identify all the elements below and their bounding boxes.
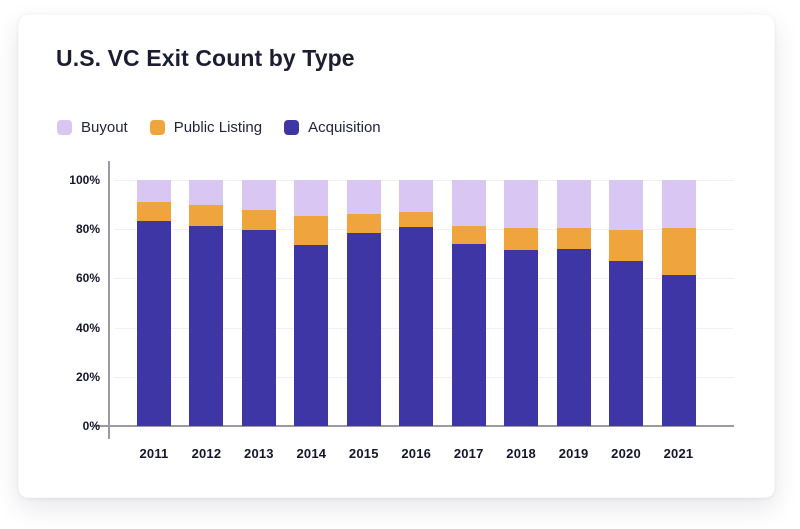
legend-label-public-listing: Public Listing [173, 119, 263, 136]
y-axis-label-20: 20% [75, 369, 100, 384]
bar-segment-acquisition-2013 [241, 230, 276, 426]
bar-segment-buyout-2011 [137, 180, 171, 203]
x-axis-label-2015: 2015 [348, 446, 379, 461]
bar-segment-buyout-2021 [661, 180, 696, 228]
bar-segment-public-listing-2019 [556, 227, 591, 249]
bar-segment-buyout-2015 [346, 180, 381, 215]
bar-segment-buyout-2019 [556, 180, 591, 228]
y-axis-label-100: 100% [69, 173, 100, 187]
bar-2017 [451, 180, 486, 426]
chart-card: U.S. VC Exit Count by Type Buyout Public … [18, 14, 775, 498]
bar-segment-buyout-2014 [294, 180, 329, 216]
y-axis-label-60: 60% [75, 271, 100, 286]
legend-swatch-buyout [57, 120, 72, 135]
bar-segment-buyout-2018 [504, 180, 539, 228]
bar-segment-acquisition-2011 [137, 220, 171, 426]
chart-legend: Buyout Public Listing Acquisition [57, 119, 403, 136]
bar-2018 [504, 180, 539, 426]
x-axis-label-2017: 2017 [453, 446, 484, 461]
bar-2014 [294, 180, 329, 426]
bar-segment-public-listing-2012 [189, 204, 224, 226]
bar-segment-buyout-2013 [241, 180, 276, 210]
bar-segment-acquisition-2017 [451, 243, 486, 426]
bar-segment-public-listing-2017 [451, 225, 486, 244]
bar-2020 [609, 180, 644, 426]
bar-segment-public-listing-2020 [609, 230, 644, 262]
x-axis-label-2019: 2019 [558, 446, 589, 461]
legend-item-acquisition: Acquisition [284, 119, 381, 136]
bar-segment-acquisition-2014 [294, 245, 329, 426]
bar-segment-public-listing-2014 [294, 215, 329, 246]
bar-segment-public-listing-2016 [399, 212, 434, 227]
x-axis-label-2013: 2013 [244, 446, 274, 461]
x-axis-label-2020: 2020 [611, 446, 641, 461]
legend-item-buyout: Buyout [57, 119, 128, 136]
bar-segment-public-listing-2018 [504, 228, 539, 251]
bar-segment-acquisition-2019 [556, 248, 591, 426]
legend-item-public-listing: Public Listing [149, 119, 263, 136]
bar-segment-public-listing-2011 [137, 202, 171, 221]
legend-label-acquisition: Acquisition [308, 119, 381, 136]
bar-segment-acquisition-2012 [189, 225, 224, 426]
bar-segment-buyout-2020 [609, 180, 644, 231]
y-axis-label-80: 80% [75, 222, 100, 237]
bar-2013 [241, 180, 276, 426]
x-axis-line [94, 425, 734, 427]
bar-2011 [137, 180, 171, 426]
y-axis-line [108, 161, 110, 439]
legend-label-buyout: Buyout [81, 119, 128, 136]
x-axis-label-2011: 2011 [139, 446, 169, 461]
plot-area [108, 180, 734, 426]
x-axis-label-2012: 2012 [191, 446, 222, 461]
bar-2021 [661, 180, 696, 426]
chart-title: U.S. VC Exit Count by Type [56, 45, 355, 71]
bar-segment-public-listing-2021 [661, 227, 696, 275]
bar-segment-acquisition-2016 [399, 226, 434, 426]
x-axis-label-2014: 2014 [296, 446, 327, 461]
legend-swatch-acquisition [284, 120, 300, 135]
bar-segment-buyout-2017 [451, 180, 486, 226]
x-axis-label-2021: 2021 [663, 446, 694, 461]
x-axis-label-2016: 2016 [401, 446, 432, 461]
bar-2015 [346, 180, 381, 426]
bar-segment-buyout-2012 [189, 180, 224, 205]
legend-swatch-public-listing [149, 120, 165, 135]
bar-2012 [189, 180, 224, 426]
bar-segment-buyout-2016 [399, 180, 434, 212]
bar-segment-public-listing-2015 [346, 214, 381, 233]
x-axis-label-2018: 2018 [506, 446, 536, 461]
bar-segment-public-listing-2013 [241, 209, 276, 231]
bar-segment-acquisition-2015 [346, 232, 381, 426]
bar-segment-acquisition-2020 [609, 261, 644, 426]
y-axis-label-0: 0% [82, 419, 100, 433]
bar-2019 [556, 180, 591, 426]
y-axis-label-40: 40% [75, 320, 100, 335]
bar-2016 [399, 180, 434, 426]
bar-segment-acquisition-2021 [661, 274, 696, 426]
bar-segment-acquisition-2018 [504, 250, 539, 426]
